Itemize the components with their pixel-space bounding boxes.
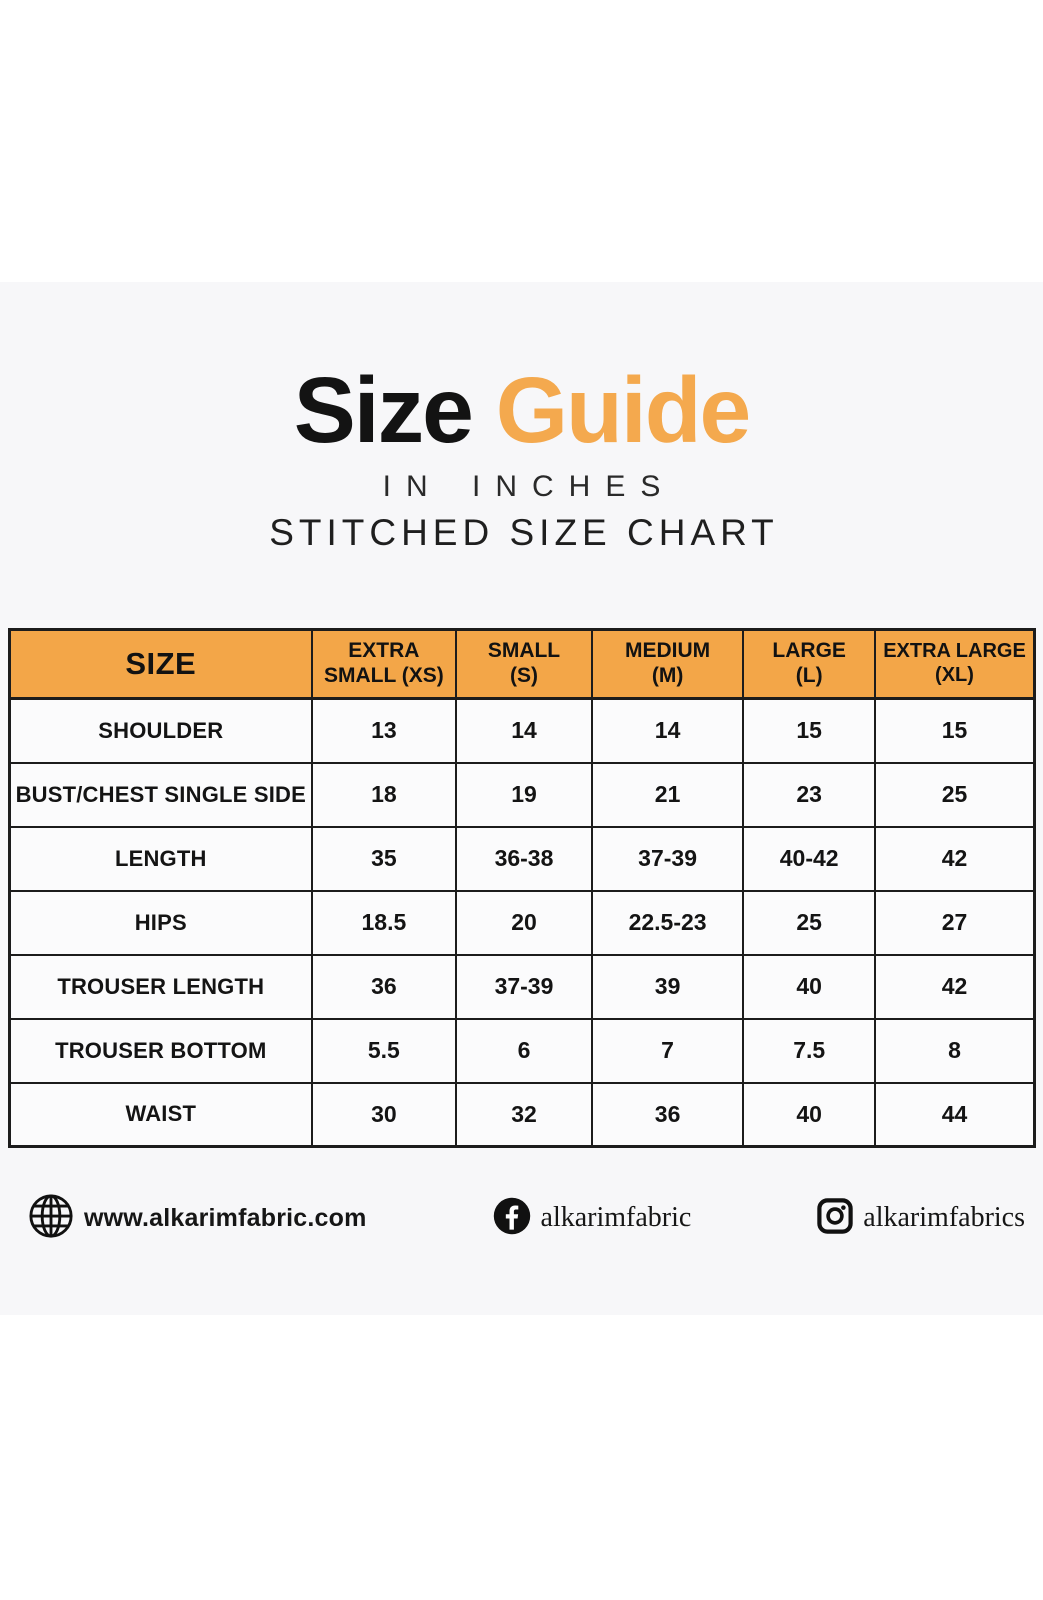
size-cell-5-0: 5.5: [310, 1017, 458, 1084]
size-cell-2-4: 42: [873, 825, 1036, 892]
website-url: www.alkarimfabric.com: [84, 1203, 367, 1232]
size-cell-2-0: 35: [310, 825, 458, 892]
size-cell-3-3: 25: [742, 889, 876, 956]
size-cell-1-3: 23: [742, 761, 876, 828]
size-table: SIZE EXTRA SMALL (XS) SMALL (S) MEDIUM (M) LARG…: [8, 628, 1036, 1148]
col-header-5: EXTRA LARGE (XL): [873, 628, 1036, 700]
size-cell-1-1: 19: [455, 761, 593, 828]
row-label-2: LENGTH: [8, 825, 313, 892]
size-cell-4-4: 42: [873, 953, 1036, 1020]
size-table-header: SIZE EXTRA SMALL (XS) SMALL (S) MEDIUM (M) LARG…: [8, 628, 1036, 700]
table-row-3: HIPS 18.5 20 22.5-23 25 27: [8, 889, 1036, 956]
size-table-body: SHOULDER 13 14 14 15 15 BUST/CHEST SINGLE SIDE…: [8, 697, 1036, 1148]
size-cell-6-0: 30: [310, 1081, 458, 1148]
row-label-4: TROUSER LENGTH: [8, 953, 313, 1020]
table-row-5: TROUSER BOTTOM 5.5 6 7 7.5 8: [8, 1017, 1036, 1084]
size-cell-6-1: 32: [455, 1081, 593, 1148]
row-label-1: BUST/CHEST SINGLE SIDE: [8, 761, 313, 828]
globe-icon: [28, 1193, 74, 1244]
size-cell-0-2: 14: [590, 697, 745, 764]
subtitle-in-inches: IN INCHES: [382, 469, 676, 503]
facebook-handle: alkarimfabric: [540, 1202, 692, 1233]
size-cell-1-0: 18: [310, 761, 458, 828]
size-cell-6-4: 44: [873, 1081, 1036, 1148]
footer: www.alkarimfabric.com alkarimfabric alka…: [0, 1183, 1043, 1253]
instagram-handle: alkarimfabrics: [863, 1202, 1025, 1233]
size-cell-3-1: 20: [455, 889, 593, 956]
size-cell-2-3: 40-42: [742, 825, 876, 892]
title-word-size: Size: [293, 358, 474, 462]
size-cell-5-2: 7: [590, 1017, 745, 1084]
size-cell-6-2: 36: [590, 1081, 745, 1148]
table-row-4: TROUSER LENGTH 36 37-39 39 40 42: [8, 953, 1036, 1020]
title-block: Size Guide IN INCHES STITCHED SIZE CHART: [0, 361, 1043, 554]
col-header-3: MEDIUM (M): [590, 628, 745, 700]
size-cell-3-0: 18.5: [310, 889, 458, 956]
row-label-6: WAIST: [8, 1081, 313, 1148]
size-cell-0-1: 14: [455, 697, 593, 764]
col-header-4: LARGE (L): [742, 628, 876, 700]
size-cell-5-4: 8: [873, 1017, 1036, 1084]
footer-website: www.alkarimfabric.com: [28, 1193, 367, 1244]
size-cell-5-3: 7.5: [742, 1017, 876, 1084]
size-cell-2-1: 36-38: [455, 825, 593, 892]
size-cell-6-3: 40: [742, 1081, 876, 1148]
col-header-1: EXTRA SMALL (XS): [310, 628, 458, 700]
size-cell-3-2: 22.5-23: [590, 889, 745, 956]
size-cell-1-4: 25: [873, 761, 1036, 828]
size-cell-2-2: 37-39: [590, 825, 745, 892]
subtitle-stitched-size-chart: STITCHED SIZE CHART: [269, 511, 779, 553]
table-row-0: SHOULDER 13 14 14 15 15: [8, 697, 1036, 764]
size-cell-3-4: 27: [873, 889, 1036, 956]
footer-facebook: alkarimfabric: [493, 1197, 692, 1240]
size-cell-0-4: 15: [873, 697, 1036, 764]
col-header-0: SIZE: [8, 628, 313, 700]
size-cell-0-3: 15: [742, 697, 876, 764]
facebook-icon: [493, 1197, 531, 1240]
instagram-icon: [817, 1197, 853, 1239]
col-header-2: SMALL (S): [455, 628, 593, 700]
row-label-3: HIPS: [8, 889, 313, 956]
size-cell-1-2: 21: [590, 761, 745, 828]
page-title: Size Guide: [0, 361, 1043, 460]
size-cell-4-3: 40: [742, 953, 876, 1020]
size-cell-0-0: 13: [310, 697, 458, 764]
row-label-0: SHOULDER: [8, 697, 313, 764]
title-word-guide: Guide: [495, 358, 752, 462]
size-cell-4-1: 37-39: [455, 953, 593, 1020]
size-cell-5-1: 6: [455, 1017, 593, 1084]
row-label-5: TROUSER BOTTOM: [8, 1017, 313, 1084]
footer-instagram: alkarimfabrics: [817, 1197, 1025, 1239]
table-row-1: BUST/CHEST SINGLE SIDE 18 19 21 23 25: [8, 761, 1036, 828]
header-row: SIZE EXTRA SMALL (XS) SMALL (S) MEDIUM (M) LARG…: [8, 628, 1036, 700]
size-cell-4-2: 39: [590, 953, 745, 1020]
table-row-6: WAIST 30 32 36 40 44: [8, 1081, 1036, 1148]
size-cell-4-0: 36: [310, 953, 458, 1020]
table-row-2: LENGTH 35 36-38 37-39 40-42 42: [8, 825, 1036, 892]
